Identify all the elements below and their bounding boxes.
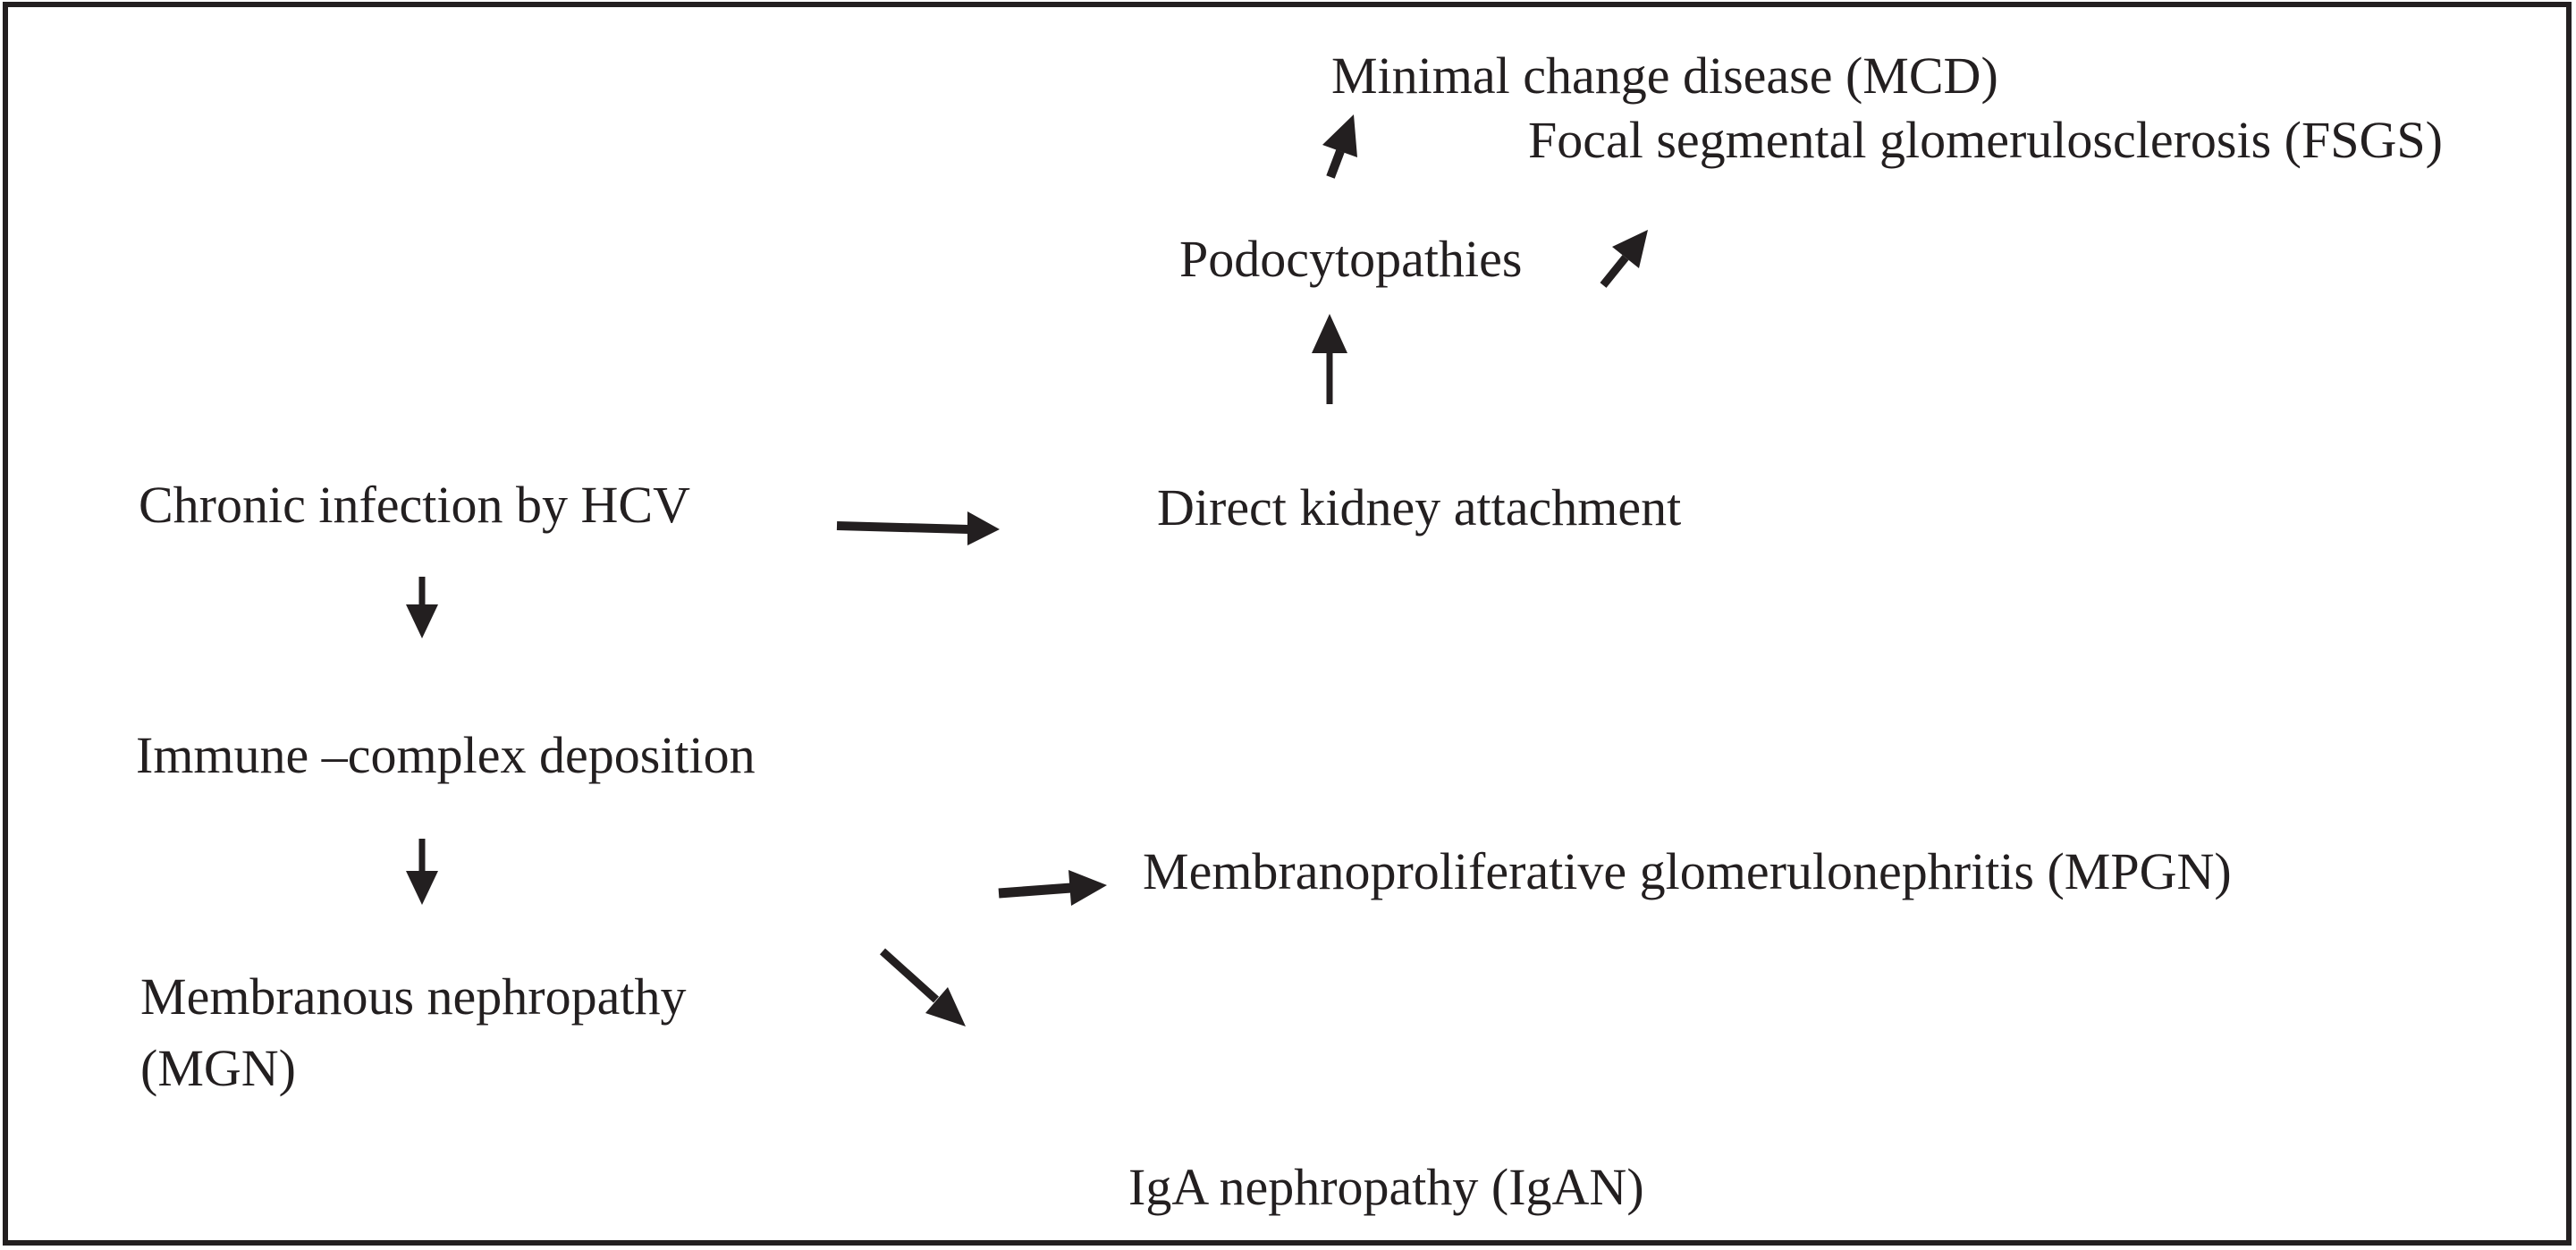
arrow-immune-to-mgn-icon [406,839,438,905]
arrow-podocytopathies-to-mcd-icon [1322,114,1357,179]
arrow-chronic-to-direct-icon [836,511,1000,545]
arrow-mgn-to-mpgn-icon [998,870,1107,906]
node-focal-segmental-glomerulosclerosis: Focal segmental glomerulosclerosis (FSGS… [1528,111,2443,169]
arrow-direct-to-podocytopathies-icon [1312,314,1347,404]
arrow-podocytopathies-to-fsgs-icon [1600,230,1648,288]
arrow-mgn-to-igan-icon [879,948,966,1026]
node-podocytopathies: Podocytopathies [1179,230,1523,288]
node-direct-kidney-attachment: Direct kidney attachment [1157,478,1682,536]
arrow-chronic-to-immune-icon [406,577,438,638]
node-minimal-change-disease: Minimal change disease (MCD) [1331,46,1998,105]
node-chronic-infection-hcv: Chronic infection by HCV [139,476,690,534]
node-iga-nephropathy: IgA nephropathy (IgAN) [1128,1158,1644,1216]
node-membranoproliferative-glomerulonephritis: Membranoproliferative glomerulonephritis… [1143,842,2232,900]
node-membranous-nephropathy: Membranous nephropathy (MGN) [140,967,687,1097]
node-immune-complex-deposition: Immune –complex deposition [136,726,756,784]
